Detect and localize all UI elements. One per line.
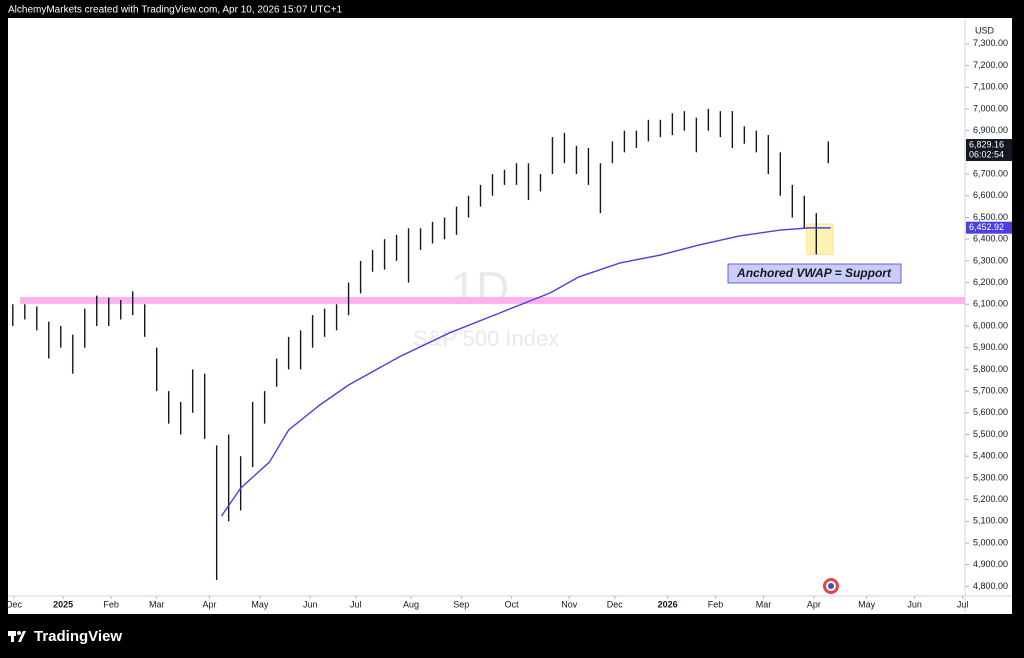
y-tick-label: 5,700.00	[973, 385, 1008, 395]
x-tick-label: Jun	[907, 599, 922, 609]
logo	[8, 631, 26, 642]
vwap-line	[220, 227, 831, 517]
x-tick-label: Mar	[756, 599, 772, 609]
x-tick-label: Apr	[807, 599, 821, 609]
y-tick-label: 7,200.00	[973, 60, 1008, 70]
x-tick-label: Feb	[708, 599, 724, 609]
watermark-symbol: S&P 500 Index	[413, 326, 559, 351]
y-tick-label: 6,000.00	[973, 320, 1008, 330]
y-tick-label: 5,500.00	[973, 429, 1008, 439]
x-tick-label: Jul	[957, 599, 969, 609]
y-tick-label: 6,900.00	[973, 125, 1008, 135]
last-price-box	[966, 139, 1012, 162]
y-tick-label: 4,800.00	[973, 581, 1008, 591]
x-tick-label: Dec	[607, 599, 624, 609]
y-tick-label: 4,900.00	[973, 559, 1008, 569]
y-tick-label: 6,200.00	[973, 277, 1008, 287]
x-tick-label: May	[858, 599, 876, 609]
y-tick-label: 7,000.00	[973, 103, 1008, 113]
y-tick-label: 6,100.00	[973, 299, 1008, 309]
x-tick-label: Oct	[505, 599, 520, 609]
y-tick-label: 5,800.00	[973, 364, 1008, 374]
currency: USD	[975, 25, 995, 35]
last-price: 6,829.16	[969, 139, 1004, 149]
x-tick-label: Feb	[103, 599, 119, 609]
y-tick-label: 5,900.00	[973, 342, 1008, 352]
x-tick-label: Dec	[6, 599, 23, 609]
y-tick-label: 5,600.00	[973, 407, 1008, 417]
y-tick-label: 6,300.00	[973, 255, 1008, 265]
flag-icon	[823, 578, 839, 594]
x-tick-label: Jul	[350, 599, 362, 609]
y-tick-label: 6,400.00	[973, 234, 1008, 244]
x-tick-label: Jun	[303, 599, 318, 609]
chart-panel	[8, 18, 1012, 614]
x-tick-label: 2026	[658, 599, 678, 609]
annotation-box	[727, 263, 902, 284]
x-tick-label: May	[251, 599, 269, 609]
y-tick-label: 5,000.00	[973, 537, 1008, 547]
footer-brand: TradingView	[34, 628, 122, 645]
y-tick-label: 6,600.00	[973, 190, 1008, 200]
x-tick-label: Apr	[202, 599, 216, 609]
y-tick-label: 5,200.00	[973, 494, 1008, 504]
x-tick-label: Sep	[453, 599, 469, 609]
annotation: Anchored VWAP = Support	[736, 266, 892, 280]
y-tick-label: 5,300.00	[973, 472, 1008, 482]
highlight-box	[806, 223, 834, 255]
x-tick-label: Nov	[561, 599, 578, 609]
vwap-price-box	[966, 221, 1012, 234]
y-tick-label: 7,100.00	[973, 82, 1008, 92]
y-tick-label: 7,300.00	[973, 38, 1008, 48]
header: AlchemyMarkets created with TradingView.…	[8, 5, 343, 16]
x-tick-label: 2025	[53, 599, 73, 609]
watermark-interval: 1D	[451, 262, 510, 314]
support-band	[20, 296, 965, 304]
x-tick-label: Aug	[403, 599, 419, 609]
vwap-price: 6,452.92	[969, 222, 1004, 232]
y-tick-label: 5,100.00	[973, 516, 1008, 526]
y-tick-label: 5,400.00	[973, 451, 1008, 461]
y-tick-label: 6,500.00	[973, 212, 1008, 222]
y-tick-label: 6,700.00	[973, 168, 1008, 178]
countdown: 06:02:54	[969, 149, 1004, 159]
x-tick-label: Mar	[149, 599, 165, 609]
